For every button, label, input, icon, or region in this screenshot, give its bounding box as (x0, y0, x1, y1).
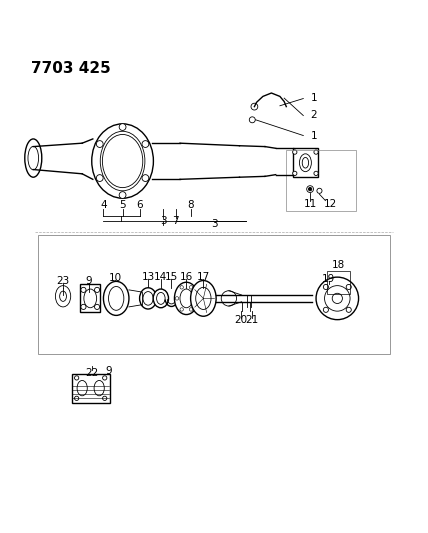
Circle shape (74, 376, 79, 380)
Bar (293, 148, 318, 177)
Ellipse shape (92, 124, 153, 198)
Circle shape (293, 171, 297, 175)
Text: 23: 23 (56, 276, 70, 286)
Circle shape (314, 171, 318, 175)
Text: 20: 20 (234, 315, 247, 325)
Ellipse shape (84, 289, 97, 308)
Ellipse shape (77, 381, 87, 396)
Circle shape (189, 308, 193, 311)
Circle shape (323, 285, 328, 289)
Ellipse shape (102, 134, 143, 188)
Ellipse shape (180, 289, 193, 308)
Bar (38, 236, 390, 354)
Ellipse shape (143, 292, 153, 305)
Circle shape (142, 141, 149, 148)
Circle shape (249, 117, 255, 123)
Circle shape (81, 287, 86, 293)
Text: 12: 12 (324, 199, 338, 208)
Ellipse shape (140, 288, 157, 309)
Text: 1: 1 (311, 131, 317, 141)
Bar (327, 271, 350, 294)
Circle shape (251, 103, 258, 110)
Text: 7703 425: 7703 425 (31, 61, 111, 76)
Text: 9: 9 (85, 276, 92, 286)
Circle shape (95, 304, 100, 310)
Text: 1: 1 (311, 93, 317, 103)
Circle shape (316, 277, 359, 320)
Circle shape (180, 308, 183, 311)
Text: 6: 6 (136, 200, 143, 210)
Circle shape (96, 175, 103, 181)
Circle shape (103, 376, 107, 380)
Text: 2: 2 (311, 110, 317, 120)
Circle shape (317, 188, 322, 193)
Ellipse shape (28, 147, 39, 170)
Text: 21: 21 (246, 315, 259, 325)
Text: 3: 3 (211, 219, 217, 229)
Circle shape (314, 150, 318, 154)
Circle shape (119, 124, 126, 131)
Ellipse shape (104, 281, 129, 316)
Ellipse shape (302, 157, 309, 168)
Text: 5: 5 (119, 200, 126, 210)
Text: 13: 13 (142, 272, 155, 282)
Circle shape (175, 297, 179, 300)
Bar (286, 150, 357, 211)
Circle shape (346, 285, 351, 289)
Circle shape (332, 293, 342, 303)
Ellipse shape (175, 282, 198, 314)
Ellipse shape (153, 289, 169, 308)
Text: 11: 11 (303, 199, 317, 208)
Ellipse shape (100, 131, 145, 191)
Circle shape (293, 150, 297, 154)
Text: 9: 9 (106, 366, 112, 376)
Circle shape (307, 185, 313, 192)
Ellipse shape (94, 381, 104, 396)
Circle shape (119, 192, 126, 198)
Ellipse shape (25, 139, 42, 177)
Text: 22: 22 (85, 368, 98, 378)
Circle shape (95, 287, 100, 293)
Circle shape (96, 141, 103, 148)
Text: 3: 3 (160, 216, 166, 226)
Text: 15: 15 (165, 272, 178, 282)
Text: 10: 10 (109, 273, 122, 284)
Text: 18: 18 (332, 260, 345, 270)
FancyBboxPatch shape (80, 285, 101, 312)
Circle shape (346, 307, 351, 312)
Circle shape (180, 286, 183, 289)
Text: 14: 14 (154, 272, 167, 282)
Circle shape (189, 286, 193, 289)
Ellipse shape (55, 286, 71, 307)
Text: 4: 4 (100, 200, 107, 210)
Circle shape (81, 304, 86, 310)
Circle shape (323, 307, 328, 312)
Bar (71, 374, 110, 402)
Ellipse shape (190, 280, 216, 316)
Text: 8: 8 (187, 200, 194, 210)
Ellipse shape (221, 290, 237, 306)
Text: 7: 7 (172, 216, 179, 226)
Circle shape (324, 286, 350, 311)
Text: 17: 17 (197, 272, 210, 282)
Text: 16: 16 (180, 272, 193, 282)
Ellipse shape (196, 287, 211, 310)
Text: 19: 19 (322, 274, 336, 284)
Ellipse shape (59, 291, 66, 301)
Ellipse shape (157, 293, 165, 304)
Ellipse shape (109, 286, 124, 310)
Circle shape (74, 396, 79, 400)
Circle shape (309, 188, 312, 191)
Circle shape (103, 396, 107, 400)
Circle shape (142, 175, 149, 181)
Ellipse shape (300, 154, 312, 172)
Circle shape (194, 297, 197, 300)
